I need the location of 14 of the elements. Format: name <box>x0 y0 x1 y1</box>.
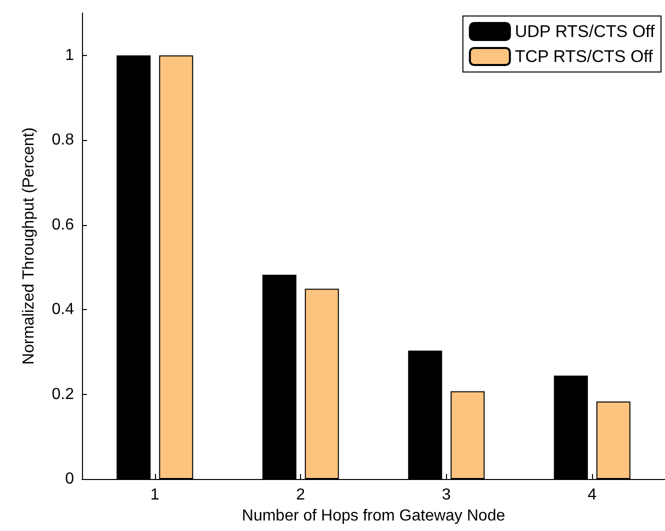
y-tick-label: 0.4 <box>52 301 74 318</box>
legend-label: UDP RTS/CTS Off <box>514 22 655 41</box>
legend-label: TCP RTS/CTS Off <box>514 47 654 66</box>
x-tick-label: 4 <box>588 486 597 504</box>
y-tick-label: 0.6 <box>52 216 74 234</box>
x-tick-label: 2 <box>296 486 306 504</box>
y-axis-title: Normalized Throughput (Percent) <box>20 127 38 365</box>
y-tick-label: 0 <box>65 470 74 488</box>
y-tick-label: 0.8 <box>52 132 74 149</box>
y-tick-label: 1 <box>65 46 74 64</box>
x-tick-label: 1 <box>150 486 160 504</box>
x-tick-label: 3 <box>442 486 451 504</box>
x-axis-title: Number of Hops from Gateway Node <box>242 507 506 524</box>
y-tick-label: 0.2 <box>52 386 74 403</box>
